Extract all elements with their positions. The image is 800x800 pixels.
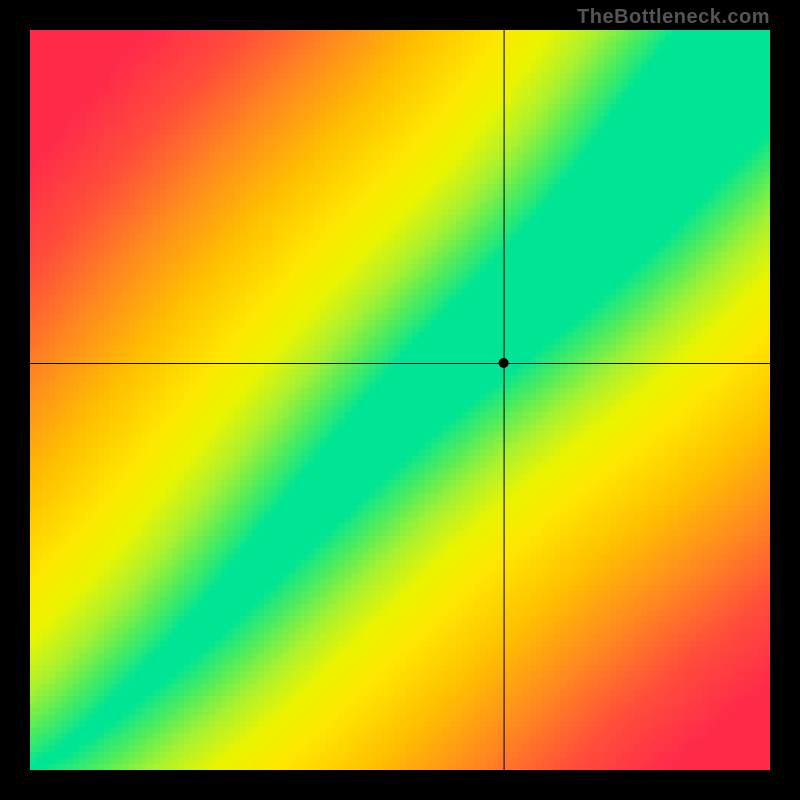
chart-frame [30,30,770,770]
crosshair-overlay [30,30,770,770]
root: TheBottleneck.com [0,0,800,800]
watermark-text: TheBottleneck.com [577,6,770,29]
